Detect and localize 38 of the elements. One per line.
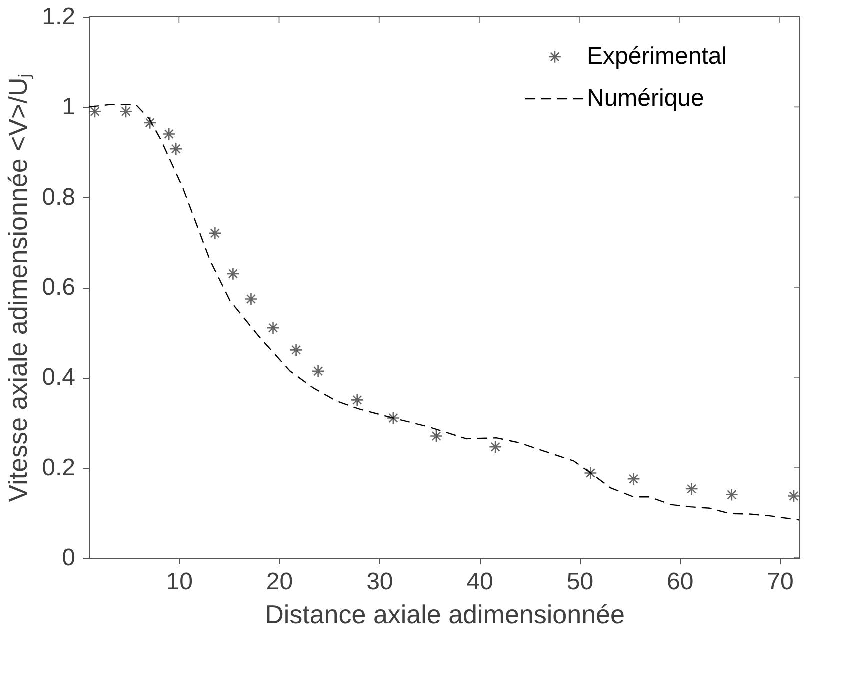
point [88,105,102,118]
x-tick-label: 40 [466,568,494,596]
point [144,116,157,130]
point [208,226,222,240]
x-tick-label: 30 [366,568,394,596]
x-axis-title: Distance axiale adimensionnée [265,600,625,630]
y-tick-label: 1.2 [42,4,76,30]
point [162,128,176,141]
point [290,344,303,357]
point [430,430,444,443]
y-tick-label: 0.8 [42,184,76,211]
point [119,105,133,118]
x-tick-label: 50 [566,568,594,596]
point [489,440,502,454]
y-tick-label: 0 [62,544,76,572]
x-tick-label: 70 [767,568,794,596]
point [584,466,598,480]
y-axis-title: Vitesse axiale adimensionnée <V>/Uⱼ [3,74,34,502]
point [350,394,364,407]
point [725,488,738,502]
y-tick-label: 0.6 [42,274,76,301]
legend-label: Expérimental [587,43,728,70]
point [244,292,258,306]
point [170,142,183,156]
point [685,482,698,496]
point [627,472,640,486]
point [226,267,240,281]
x-tick-label: 20 [266,568,294,596]
y-tick-label: 0.2 [42,454,76,482]
y-tick-label: 1 [62,94,76,121]
point [787,490,801,503]
y-tick-label: 0.4 [42,364,76,392]
x-tick-label: 10 [166,568,193,596]
point [312,364,325,378]
x-tick-label: 60 [666,568,694,596]
legend-label: Numérique [587,85,704,112]
point [266,322,280,335]
point [386,412,400,425]
